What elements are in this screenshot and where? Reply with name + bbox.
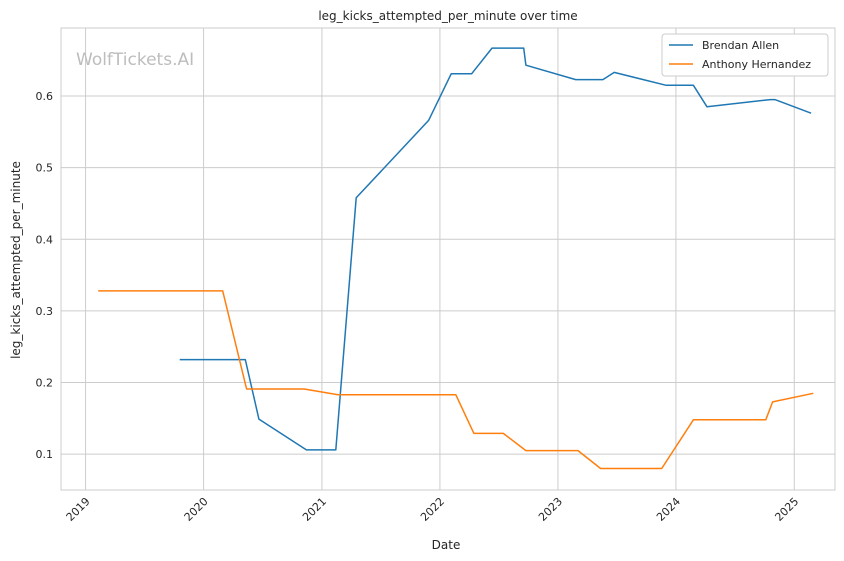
series-lines bbox=[98, 47, 814, 470]
x-tick-label: 2021 bbox=[300, 495, 329, 524]
y-tick-label: 0.6 bbox=[36, 90, 54, 103]
x-axis-label: Date bbox=[432, 538, 461, 552]
x-tick-label: 2019 bbox=[64, 495, 93, 524]
x-tick-label: 2024 bbox=[654, 495, 683, 524]
plot-area bbox=[60, 27, 836, 491]
y-tick-label: 0.2 bbox=[36, 377, 54, 390]
x-tick-label: 2025 bbox=[772, 495, 801, 524]
series-line-anthony-hernandez bbox=[98, 290, 814, 470]
chart-title: leg_kicks_attempted_per_minute over time bbox=[318, 9, 577, 23]
y-axis-label: leg_kicks_attempted_per_minute bbox=[9, 161, 23, 359]
y-tick-label: 0.5 bbox=[36, 162, 54, 175]
x-tick-label: 2022 bbox=[418, 495, 447, 524]
grid bbox=[61, 28, 835, 490]
series-line-brendan-allen bbox=[179, 47, 812, 451]
y-tick-label: 0.4 bbox=[36, 233, 54, 246]
x-axis-ticks: 2019 2020 2021 2022 2023 2024 2025 bbox=[64, 495, 802, 524]
legend-label-anthony-hernandez: Anthony Hernandez bbox=[702, 58, 811, 71]
legend: Brendan Allen Anthony Hernandez bbox=[661, 33, 829, 77]
legend-box bbox=[661, 33, 829, 77]
legend-label-brendan-allen: Brendan Allen bbox=[702, 39, 779, 52]
y-tick-label: 0.3 bbox=[36, 305, 54, 318]
y-tick-label: 0.1 bbox=[36, 448, 54, 461]
y-axis-ticks: 0.1 0.2 0.3 0.4 0.5 0.6 bbox=[36, 90, 54, 461]
watermark: WolfTickets.AI bbox=[76, 50, 194, 70]
x-tick-label: 2023 bbox=[536, 495, 565, 524]
x-tick-label: 2020 bbox=[182, 495, 211, 524]
